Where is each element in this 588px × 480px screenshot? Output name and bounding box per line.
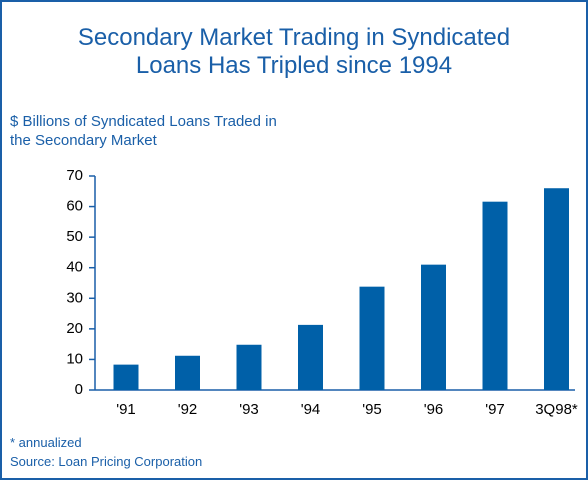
bar <box>236 344 262 390</box>
source: Source: Loan Pricing Corporation <box>10 454 203 469</box>
y-axis-label: $ Billions of Syndicated Loans Traded in… <box>10 113 277 149</box>
y-tick-label: 10 <box>66 350 83 367</box>
x-tick-label: 3Q98* <box>535 401 578 418</box>
footnote: * annualized <box>10 435 82 450</box>
y-tick-label: 50 <box>66 228 83 245</box>
y-tick-label: 0 <box>75 381 83 398</box>
x-tick-label: '96 <box>424 401 444 418</box>
x-tick-label: '95 <box>362 401 382 418</box>
bar <box>359 286 385 390</box>
y-tick-label: 20 <box>66 320 83 337</box>
x-tick-label: '91 <box>116 401 136 418</box>
bar <box>544 188 569 390</box>
bar <box>482 201 508 390</box>
bar <box>421 264 446 390</box>
x-tick-label: '94 <box>301 401 321 418</box>
y-tick-label: 40 <box>66 259 83 276</box>
x-tick-label: '92 <box>178 401 198 418</box>
chart-title: Secondary Market Trading in Syndicated L… <box>77 24 511 79</box>
y-tick-label: 30 <box>66 289 83 306</box>
bar <box>113 364 139 390</box>
x-tick-label: '97 <box>485 401 505 418</box>
x-tick-label: '93 <box>239 401 259 418</box>
bar <box>175 355 200 390</box>
y-tick-label: 70 <box>66 167 83 184</box>
y-tick-label: 60 <box>66 198 83 215</box>
bar <box>298 324 323 390</box>
